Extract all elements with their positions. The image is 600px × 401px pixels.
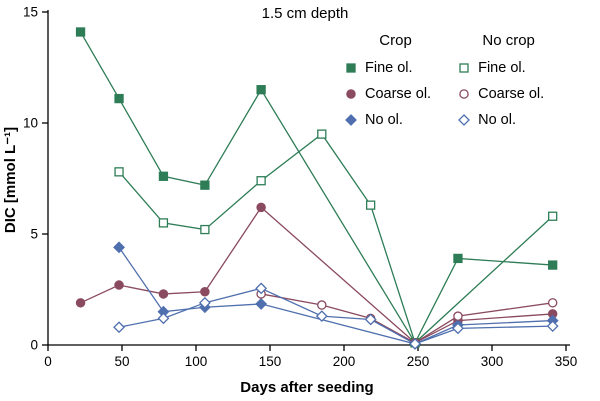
open-diamond-marker-icon <box>458 114 471 126</box>
series-line-no-crop-fine-ol <box>118 133 554 344</box>
data-point-marker <box>158 218 169 228</box>
series-line-crop-fine-ol <box>79 31 553 345</box>
legend-item-no-crop-coarse-ol: Coarse ol. <box>457 85 544 103</box>
data-point-marker <box>256 85 266 95</box>
data-point-marker <box>546 320 559 333</box>
data-point-marker <box>547 298 558 308</box>
y-tick-label: 10 <box>23 116 38 131</box>
x-tick-label: 250 <box>407 354 430 369</box>
data-point-marker <box>75 27 86 37</box>
legend-item-no-crop-no-ol: No ol. <box>457 111 544 129</box>
data-point-marker <box>317 300 327 310</box>
data-point-marker <box>452 322 464 335</box>
data-point-marker <box>256 202 266 213</box>
legend-item-crop-coarse-ol: Coarse ol. <box>344 85 431 103</box>
plot-axes: 0 50 100 150 200 250 300 350 0 5 10 15 <box>23 5 577 370</box>
x-tick-label: 100 <box>185 354 208 369</box>
x-tick-label: 50 <box>114 354 129 369</box>
data-point-marker <box>548 260 558 270</box>
legend-item-label: Coarse ol. <box>478 86 545 102</box>
data-point-marker <box>409 337 421 350</box>
data-point-marker <box>364 313 377 326</box>
legend-item-label: Fine ol. <box>365 60 413 76</box>
filled-circle-marker-icon <box>346 89 356 99</box>
y-tick-label: 0 <box>30 338 38 353</box>
data-point-marker <box>459 63 469 73</box>
data-point-marker <box>255 282 268 295</box>
data-point-marker <box>458 114 471 126</box>
data-point-marker <box>453 253 463 264</box>
series-line-no-crop-no-ol <box>118 287 553 345</box>
x-axis-label: Days after seeding <box>240 379 373 396</box>
plot-series <box>75 27 559 350</box>
data-point-marker <box>158 171 169 181</box>
legend-item-no-crop-fine-ol: Fine ol. <box>457 59 544 77</box>
data-point-marker <box>75 298 86 308</box>
data-point-marker <box>459 89 469 99</box>
legend: Crop Fine ol. Coarse ol. No ol. No crop Fine … <box>344 32 544 129</box>
legend-item-crop-no-ol: No ol. <box>344 111 431 129</box>
data-point-marker <box>113 241 125 254</box>
series-line-crop-coarse-ol <box>80 206 553 344</box>
data-point-marker <box>200 180 210 190</box>
data-point-marker <box>256 176 266 186</box>
legend-group-no-crop: No crop Fine ol. Coarse ol. No ol. <box>457 32 544 129</box>
filled-square-marker-icon <box>346 63 356 73</box>
x-tick-label: 0 <box>44 354 52 369</box>
legend-item-label: Fine ol. <box>478 60 526 76</box>
legend-item-label: Coarse ol. <box>365 86 432 102</box>
data-point-marker <box>114 280 124 290</box>
legend-item-label: No ol. <box>478 112 516 128</box>
data-point-marker <box>113 321 125 334</box>
x-tick-label: 350 <box>555 354 578 369</box>
data-point-marker <box>346 89 356 99</box>
data-point-marker <box>114 93 124 104</box>
open-square-marker-icon <box>459 63 469 73</box>
y-tick-label: 5 <box>30 227 38 242</box>
data-point-marker <box>315 310 328 323</box>
open-circle-marker-icon <box>459 89 469 99</box>
data-point-marker <box>158 289 169 299</box>
x-tick-label: 200 <box>333 354 356 369</box>
x-tick-label: 150 <box>259 354 282 369</box>
data-point-marker <box>346 63 356 73</box>
filled-diamond-marker-icon <box>345 114 357 126</box>
data-point-marker <box>548 211 558 221</box>
series-line-no-crop-coarse-ol <box>261 293 553 344</box>
data-point-marker <box>157 312 170 325</box>
legend-group-crop: Crop Fine ol. Coarse ol. No ol. <box>344 32 431 129</box>
y-tick-label: 15 <box>23 5 38 20</box>
x-tick-label: 300 <box>481 354 504 369</box>
data-point-marker <box>198 296 211 309</box>
y-axis-label: DIC [mmol L⁻¹] <box>2 127 19 233</box>
data-point-marker <box>200 286 210 297</box>
chart-title: 1.5 cm depth <box>262 5 349 22</box>
data-point-marker <box>200 224 210 235</box>
data-point-marker <box>114 167 124 177</box>
data-point-marker <box>255 298 268 310</box>
legend-group-title: Crop <box>379 32 412 49</box>
legend-item-crop-fine-ol: Fine ol. <box>344 59 431 77</box>
series-line-crop-no-ol <box>118 246 553 345</box>
data-point-marker <box>317 129 327 139</box>
legend-item-label: No ol. <box>365 112 403 128</box>
data-point-marker <box>345 114 357 126</box>
legend-group-title: No crop <box>482 32 535 49</box>
data-point-marker <box>365 200 376 210</box>
data-point-marker <box>453 311 463 321</box>
